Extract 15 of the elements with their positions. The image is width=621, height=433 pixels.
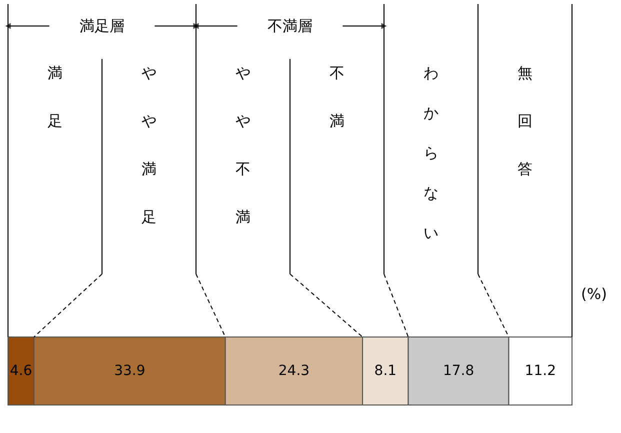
text: 満足層	[80, 17, 124, 35]
data-label: 4.6	[10, 363, 32, 379]
text: やや満足	[142, 64, 156, 226]
text: 満足	[48, 64, 62, 130]
data-label: 11.2	[524, 363, 556, 379]
text: 無回答	[518, 64, 532, 178]
data-label: 17.8	[442, 363, 474, 379]
text: やや不満	[236, 64, 250, 226]
text: 不満	[330, 64, 344, 130]
text: 不満層	[268, 17, 312, 35]
data-label: 8.1	[374, 363, 397, 379]
data-label: 33.9	[114, 363, 146, 379]
text: (%)	[581, 285, 607, 303]
data-label: 24.3	[278, 363, 310, 379]
text: わからない	[424, 64, 438, 242]
